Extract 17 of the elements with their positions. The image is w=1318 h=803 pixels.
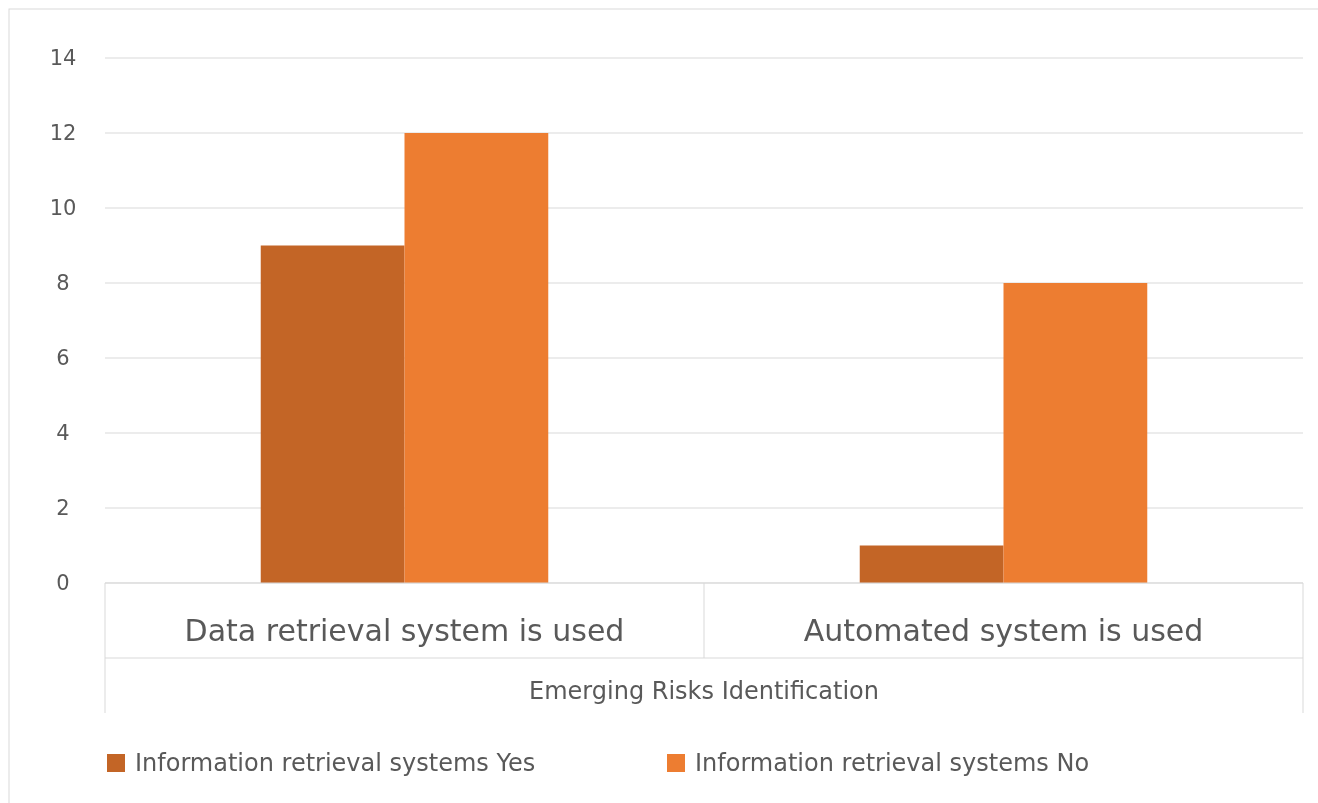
x-tick-label: Automated system is used bbox=[803, 612, 1204, 648]
legend-label: Information retrieval systems Yes bbox=[135, 749, 536, 778]
x-tick-label: Data retrieval system is used bbox=[184, 612, 625, 648]
bar bbox=[404, 133, 549, 583]
y-tick-label: 4 bbox=[56, 421, 70, 446]
y-tick-label: 6 bbox=[56, 346, 70, 371]
y-tick-label: 10 bbox=[49, 196, 77, 221]
bar bbox=[260, 245, 405, 583]
y-tick-label: 8 bbox=[56, 271, 70, 296]
bar bbox=[859, 545, 1004, 583]
y-tick-label: 14 bbox=[49, 46, 77, 71]
y-tick-label: 0 bbox=[56, 571, 70, 596]
y-tick-label: 2 bbox=[56, 496, 70, 521]
bar bbox=[1003, 283, 1148, 583]
x-axis-title: Emerging Risks Identification bbox=[529, 677, 879, 706]
y-tick-label: 12 bbox=[49, 121, 77, 146]
legend-label: Information retrieval systems No bbox=[695, 749, 1090, 778]
